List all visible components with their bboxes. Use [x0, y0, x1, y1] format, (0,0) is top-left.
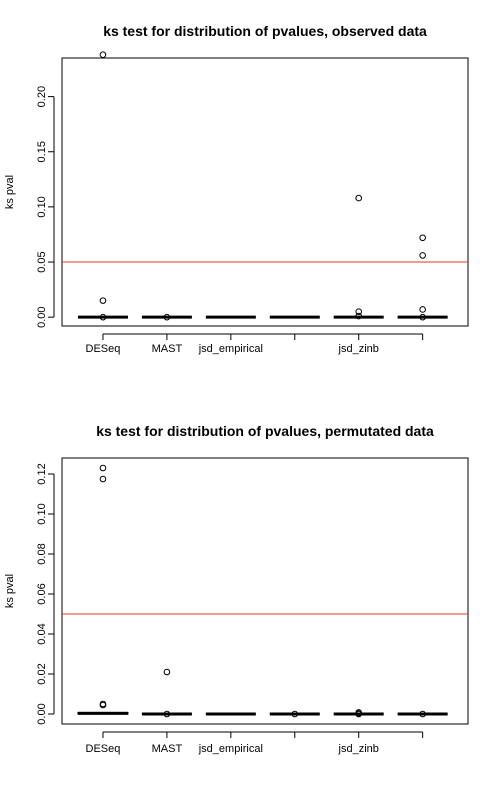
- outlier-point: [355, 710, 363, 718]
- plot-frame: [61, 457, 469, 725]
- outlier-point: [419, 306, 426, 313]
- y-tick-label: 0.04: [36, 623, 48, 644]
- y-axis-label: ks pval: [4, 175, 16, 209]
- outlier-point: [419, 313, 426, 321]
- y-axis-label: ks pval: [4, 574, 16, 608]
- outlier-point: [419, 234, 426, 242]
- outlier-point: [419, 710, 426, 718]
- y-tick-label: 0.02: [36, 663, 48, 684]
- outlier-point: [99, 313, 107, 321]
- outlier-point: [291, 710, 299, 718]
- plot-frame: [61, 57, 469, 327]
- chart-title: ks test for distribution of pvalues, per…: [96, 423, 434, 439]
- y-tick-label: 0.10: [36, 196, 48, 217]
- y-tick-label: 0.15: [36, 141, 48, 162]
- x-tick-label: jsd_empirical: [198, 343, 263, 355]
- outlier-point: [99, 475, 107, 483]
- outlier-point: [355, 312, 363, 320]
- chart-title: ks test for distribution of pvalues, obs…: [103, 23, 427, 39]
- outlier-point: [355, 194, 363, 202]
- y-tick-label: 0.10: [36, 503, 48, 524]
- x-tick-label: MAST: [152, 343, 183, 355]
- x-tick-label: MAST: [152, 743, 183, 755]
- outlier-point: [99, 51, 107, 58]
- x-tick-label: DESeq: [86, 743, 121, 755]
- y-tick-label: 0.06: [36, 583, 48, 604]
- y-tick-label: 0.00: [36, 703, 48, 724]
- x-tick-label: jsd_empirical: [198, 743, 263, 755]
- y-tick-label: 0.08: [36, 543, 48, 564]
- outlier-point: [163, 710, 171, 718]
- outlier-point: [419, 252, 426, 259]
- y-tick-label: 0.05: [36, 251, 48, 272]
- x-tick-label: DESeq: [86, 343, 121, 355]
- outlier-point: [99, 464, 107, 472]
- x-tick-label: jsd_zinb: [338, 743, 379, 755]
- observed-data-panel: ks test for distribution of pvalues, obs…: [4, 23, 469, 355]
- permutated-data-panel: ks test for distribution of pvalues, per…: [4, 423, 469, 755]
- x-tick-label: jsd_zinb: [338, 343, 379, 355]
- outlier-point: [99, 701, 107, 709]
- y-tick-label: 0.12: [36, 463, 48, 484]
- outlier-point: [163, 313, 171, 321]
- outlier-point: [355, 308, 363, 315]
- outlier-point: [163, 668, 171, 676]
- y-tick-label: 0.00: [36, 306, 48, 327]
- y-tick-label: 0.20: [36, 86, 48, 107]
- outlier-point: [99, 297, 107, 304]
